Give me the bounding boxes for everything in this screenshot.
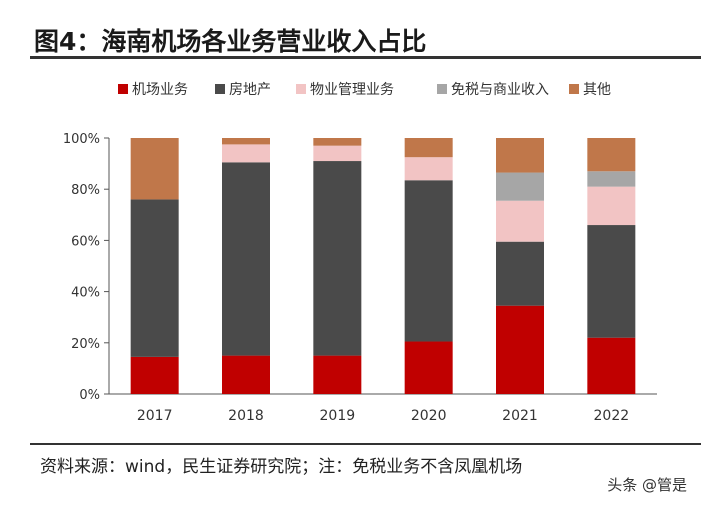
x-tick-label: 2021 xyxy=(502,408,538,424)
y-tick-label: 80% xyxy=(71,183,100,198)
bar-segment xyxy=(313,138,362,146)
title-divider xyxy=(30,56,701,59)
legend-label: 其他 xyxy=(583,82,611,98)
page-title: 图4：海南机场各业务营业收入占比 xyxy=(34,27,427,56)
bar-segment xyxy=(587,225,636,338)
bar-segment xyxy=(496,200,544,242)
bar-segment xyxy=(587,186,636,226)
bar-segment xyxy=(587,337,636,394)
legend-swatch xyxy=(215,84,225,94)
bar-segment xyxy=(404,180,453,342)
bar-segment xyxy=(313,161,362,356)
bar-segment xyxy=(496,305,544,394)
bar-segment xyxy=(404,341,453,394)
legend-swatch xyxy=(296,84,306,94)
bar-segment xyxy=(587,171,636,187)
bar-segment xyxy=(222,144,270,163)
bar-segment xyxy=(404,157,453,181)
footer-divider xyxy=(30,443,701,445)
legend-label: 物业管理业务 xyxy=(310,82,394,98)
bar-segment xyxy=(222,162,270,356)
legend-swatch xyxy=(437,84,447,94)
bar-segment xyxy=(496,138,544,173)
title-bar: 图4：海南机场各业务营业收入占比 xyxy=(30,18,700,56)
y-tick-label: 100% xyxy=(63,132,100,147)
bar-segment xyxy=(587,138,636,172)
watermark: 头条 @管是 xyxy=(607,476,687,494)
legend-swatch xyxy=(118,84,128,94)
bar-segment xyxy=(222,355,270,394)
bar-segment xyxy=(404,138,453,158)
y-tick-label: 20% xyxy=(71,337,100,352)
y-tick-label: 60% xyxy=(71,234,100,249)
bar-segment xyxy=(130,138,179,200)
x-tick-label: 2018 xyxy=(228,408,264,424)
x-tick-label: 2017 xyxy=(137,408,173,424)
bar-segment xyxy=(222,138,270,145)
legend-swatch xyxy=(569,84,579,94)
legend-label: 免税与商业收入 xyxy=(451,82,549,98)
bar-segment xyxy=(313,145,362,162)
bar-segment xyxy=(496,241,544,306)
chart-area: 机场业务 房地产 物业管理业务 免税与商业收入 其他 0% 20% 40% 60% 80% 100%… xyxy=(0,60,701,445)
x-tick-label: 2020 xyxy=(411,408,447,424)
legend-label: 机场业务 xyxy=(132,82,188,98)
stacked-bar-chart: 机场业务 房地产 物业管理业务 免税与商业收入 其他 0% 20% 40% 60% 80% 100%… xyxy=(63,82,657,424)
x-tick-label: 2022 xyxy=(594,408,630,424)
source-note: 资料来源：wind，民生证券研究院；注：免税业务不含凤凰机场 xyxy=(40,457,523,477)
bar-segment xyxy=(496,172,544,201)
y-tick-label: 0% xyxy=(79,388,100,403)
y-tick-label: 40% xyxy=(71,286,100,301)
legend-label: 房地产 xyxy=(229,82,271,98)
bar-segment xyxy=(130,356,179,394)
bar-segment xyxy=(313,355,362,394)
bar-segment xyxy=(130,199,179,357)
x-tick-label: 2019 xyxy=(320,408,356,424)
